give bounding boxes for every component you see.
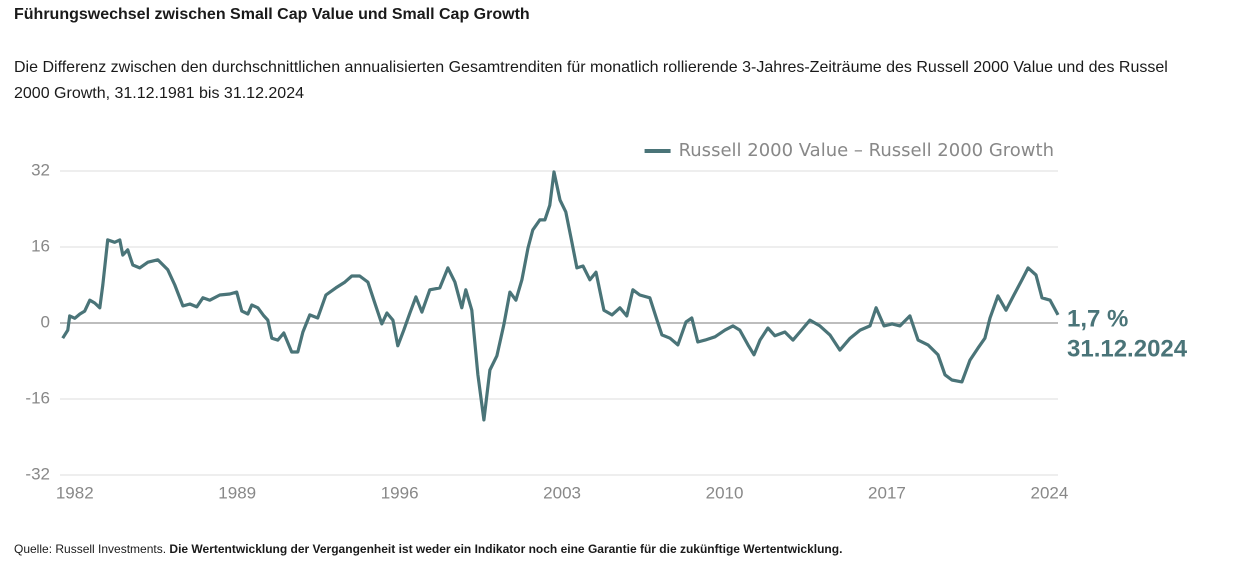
legend-label: Russell 2000 Value – Russell 2000 Growth [679,140,1054,161]
annotation: 1,7 % [1067,305,1128,332]
x-tick-label: 1982 [56,483,94,502]
y-tick-label: 0 [41,312,50,331]
x-tick-label: 2017 [868,483,906,502]
y-tick-label: -16 [25,388,50,407]
x-tick-label: 1989 [218,483,256,502]
source: Quelle: Russell Investments. [14,542,167,556]
x-tick-label: 2010 [706,483,744,502]
line-series [61,170,1060,422]
annotation: 31.12.2024 [1067,335,1188,362]
x-tick-label: 2003 [543,483,581,502]
x-tick-label: 1996 [381,483,419,502]
footer: Quelle: Russell Investments. Die Wertent… [14,542,842,556]
chart-subtitle: Die Differenz zwischen den durchschnittl… [14,59,1168,102]
disclaimer: Die Wertentwicklung der Vergangenheit is… [169,542,843,556]
chart-title: Führungswechsel zwischen Small Cap Value… [14,6,530,23]
y-tick-label: 16 [31,236,50,255]
x-tick-label: 2024 [1030,483,1068,502]
y-tick-label: 32 [31,160,50,179]
y-tick-label: -32 [25,464,50,483]
